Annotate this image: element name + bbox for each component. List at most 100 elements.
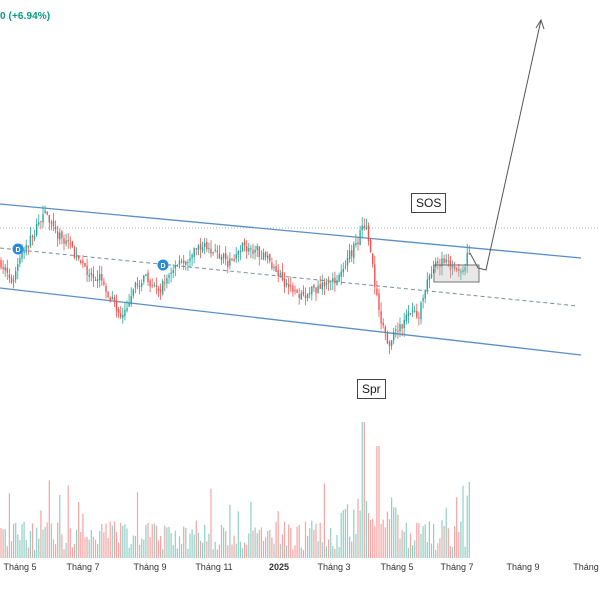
candle-body: [468, 252, 470, 254]
volume-bar: [424, 524, 426, 558]
candle-body: [17, 263, 19, 271]
volume-bar: [36, 527, 38, 558]
candle-body: [306, 293, 309, 299]
candle-body: [48, 215, 50, 223]
volume-bar: [13, 523, 15, 558]
candle-body: [12, 280, 15, 282]
candle-body: [132, 289, 134, 296]
volume-bar: [456, 497, 458, 558]
candle-body: [250, 248, 252, 250]
candle-body: [124, 309, 126, 317]
volume-bar: [168, 526, 170, 558]
volume-bar: [73, 543, 76, 558]
volume-bar: [44, 526, 46, 558]
dividend-marker[interactable]: D: [12, 243, 24, 255]
volume-bar: [115, 532, 118, 558]
volume-bar: [109, 521, 111, 558]
candle-body: [466, 252, 468, 266]
candle-body: [157, 288, 160, 291]
candle-body: [174, 266, 176, 269]
candle-body: [302, 291, 305, 295]
volume-bar: [414, 540, 416, 558]
volume-bar: [25, 540, 27, 558]
candle-body: [199, 243, 202, 250]
volume-bar: [370, 520, 372, 558]
candle-body: [435, 261, 437, 268]
volume-bar: [225, 531, 227, 558]
volume-bar: [265, 537, 267, 558]
volume-bar: [103, 532, 105, 558]
volume-bar: [254, 527, 256, 558]
candle-body: [390, 340, 393, 346]
candle-body: [197, 245, 200, 250]
candle-body: [172, 269, 174, 274]
volume-bar: [147, 522, 149, 558]
volume-bar: [134, 535, 136, 558]
candle-body: [439, 264, 441, 267]
volume-bar: [430, 543, 433, 558]
volume-bar: [451, 547, 454, 558]
candle-body: [65, 240, 67, 244]
candle-body: [166, 278, 168, 284]
candle-body: [386, 333, 389, 344]
candle-body: [138, 285, 141, 288]
candle-body: [237, 251, 239, 255]
volume-bar: [84, 537, 86, 558]
volume-bar: [132, 535, 134, 558]
volume-bar: [330, 528, 332, 558]
candle-body: [2, 267, 4, 270]
candle-body: [122, 314, 124, 318]
volume-bar: [92, 536, 94, 558]
volume-bar: [294, 545, 296, 558]
candle-body: [210, 248, 212, 254]
candle-body: [113, 297, 116, 301]
x-axis-tick-label: Tháng 7: [66, 562, 99, 572]
candle-body: [426, 279, 428, 290]
volume-bar: [460, 521, 462, 558]
candle-body: [180, 261, 183, 263]
dividend-marker-label: D: [15, 247, 20, 254]
volume-bar: [258, 529, 260, 558]
volume-bar: [248, 533, 250, 558]
volume-bar: [218, 544, 220, 558]
candle-body: [458, 268, 460, 272]
candle-body: [208, 248, 210, 250]
candle-body: [128, 302, 130, 307]
candle-body: [117, 309, 120, 314]
dividend-marker[interactable]: D: [157, 259, 169, 271]
trend-channel: [0, 203, 582, 356]
volume-bar: [428, 521, 430, 558]
volume-bar: [67, 485, 69, 558]
volume-bar: [69, 528, 71, 558]
volume-bar: [78, 501, 80, 558]
volume-bar: [223, 527, 225, 558]
candle-body: [23, 251, 25, 253]
candle-body: [33, 236, 36, 239]
candle-body: [90, 272, 92, 275]
candle-body: [298, 294, 300, 298]
volume-bar: [0, 528, 2, 558]
volume-bar: [181, 543, 183, 558]
candle-body: [294, 289, 296, 292]
candle-body: [348, 250, 351, 260]
candle-body: [319, 284, 321, 289]
volume-bar: [317, 541, 319, 558]
candle-body: [185, 261, 187, 265]
sos-annotation[interactable]: SOS: [411, 193, 447, 213]
candle-body: [233, 258, 235, 261]
volume-bar: [353, 509, 355, 558]
candle-body: [42, 214, 44, 223]
candle-body: [44, 210, 46, 214]
volume-bar: [462, 485, 464, 558]
candle-body: [61, 231, 63, 239]
volume-bar: [288, 524, 290, 558]
candle-body: [279, 273, 281, 275]
spring-annotation[interactable]: Spr: [357, 379, 386, 399]
candle-body: [296, 289, 298, 293]
candle-body: [414, 310, 416, 312]
volume-bar: [296, 526, 298, 558]
candle-body: [15, 271, 17, 280]
volume-bar: [361, 422, 363, 558]
